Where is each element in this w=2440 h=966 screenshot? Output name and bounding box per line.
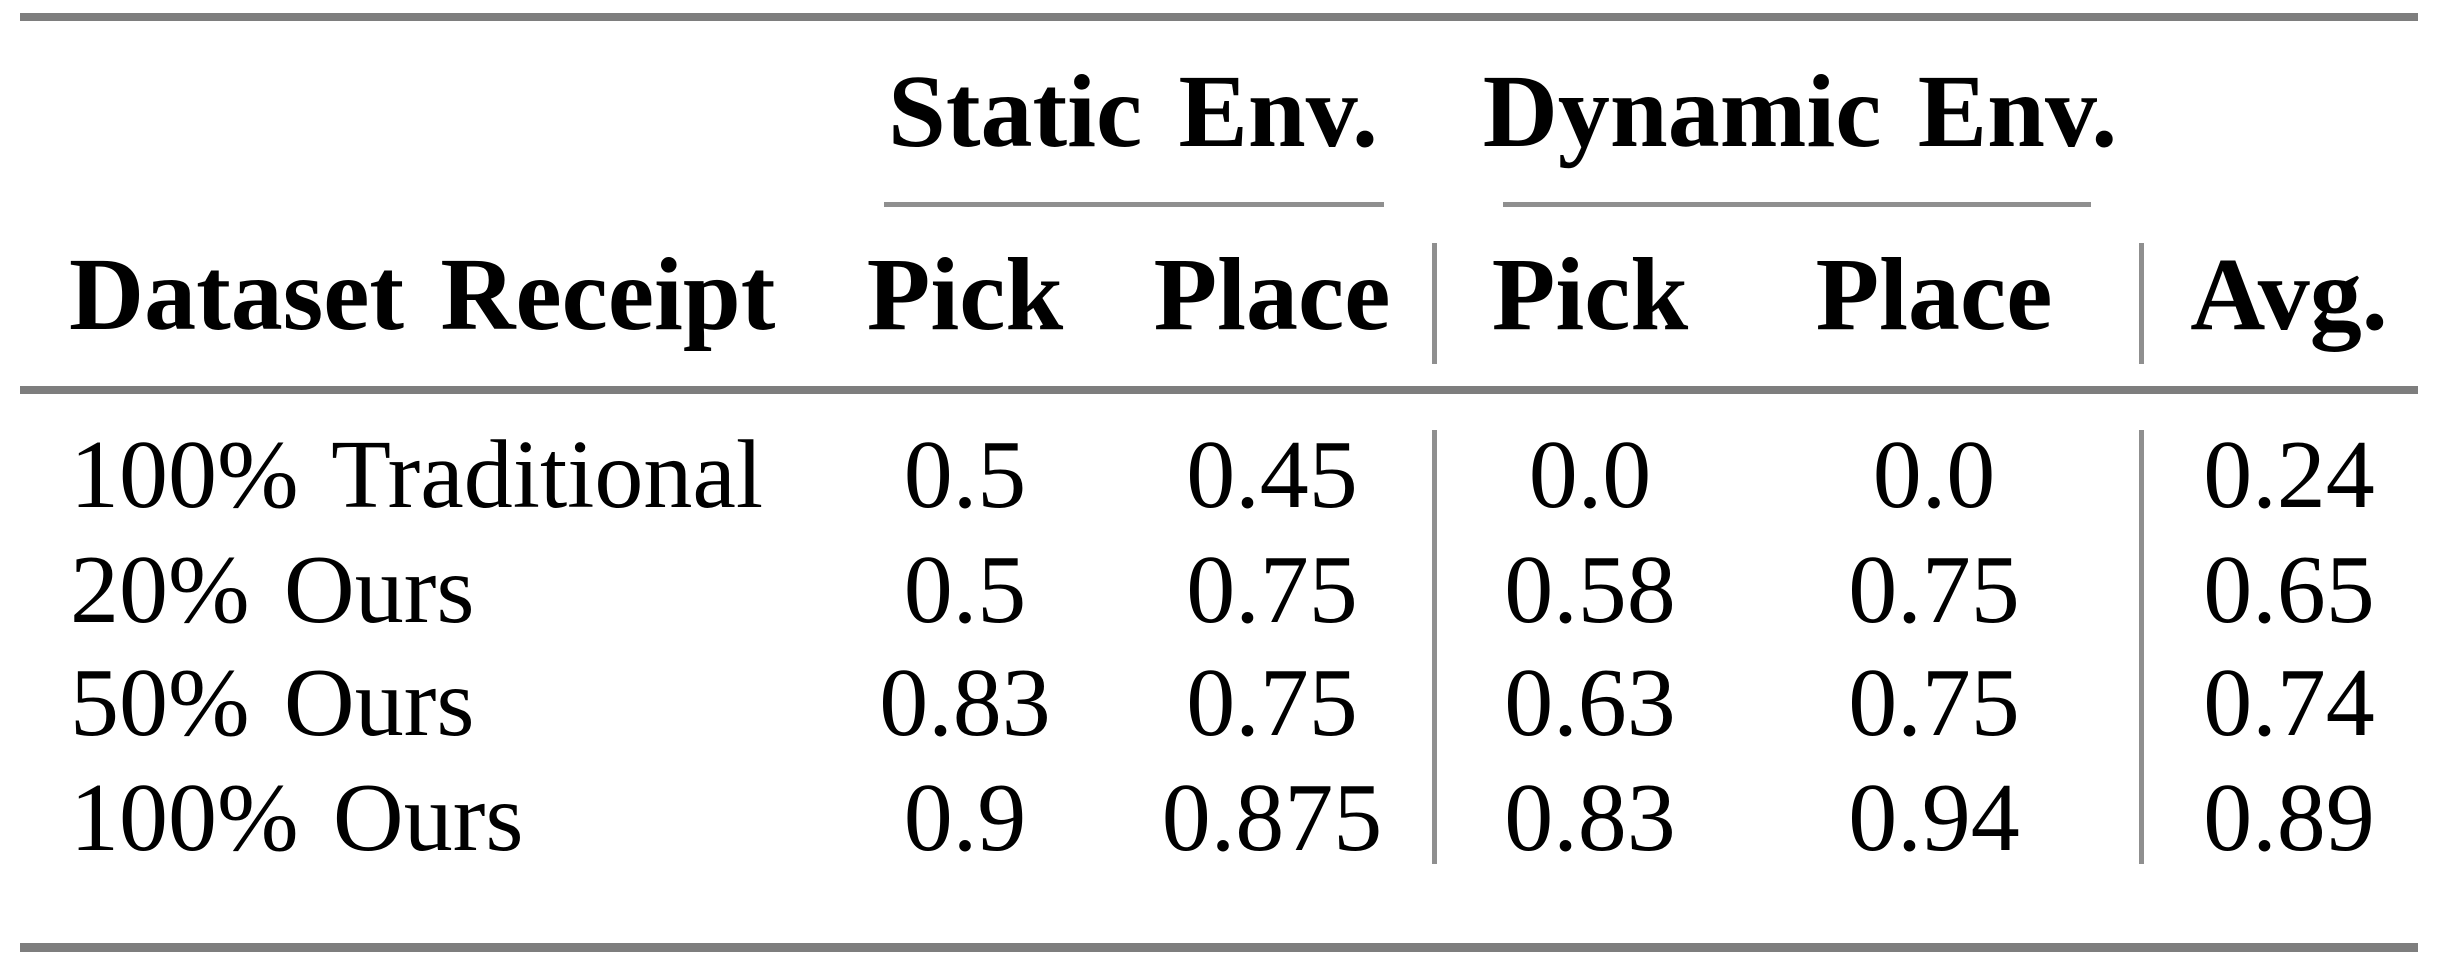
cell-static-place: 0.45 — [1186, 421, 1358, 529]
divider-avg-body — [2139, 430, 2144, 864]
static-env-group-label: Static Env. — [887, 54, 1379, 169]
divider-avg-header — [2139, 243, 2144, 364]
cell-avg: 0.74 — [2203, 649, 2375, 757]
cell-dynamic-pick: 0.0 — [1528, 421, 1652, 529]
cell-dynamic-place: 0.75 — [1848, 536, 2020, 644]
col-header-dynamic-pick: Pick — [1491, 237, 1689, 352]
row-label: 100% Ours — [70, 764, 524, 872]
mid-rule — [20, 386, 2418, 394]
cell-dynamic-pick: 0.58 — [1504, 536, 1676, 644]
cell-static-pick: 0.5 — [903, 421, 1027, 529]
bottom-rule — [20, 943, 2418, 952]
cell-avg: 0.89 — [2203, 764, 2375, 872]
cell-dynamic-place: 0.94 — [1848, 764, 2020, 872]
cell-avg: 0.24 — [2203, 421, 2375, 529]
cell-dynamic-pick: 0.63 — [1504, 649, 1676, 757]
cell-static-place: 0.75 — [1186, 536, 1358, 644]
divider-static-dynamic-header — [1432, 243, 1437, 364]
top-rule — [20, 13, 2418, 21]
cell-avg: 0.65 — [2203, 536, 2375, 644]
cell-dynamic-pick: 0.83 — [1504, 764, 1676, 872]
row-label: 20% Ours — [70, 536, 475, 644]
dynamic-env-underline — [1503, 202, 2091, 207]
cell-static-place: 0.875 — [1161, 764, 1383, 872]
cell-static-pick: 0.9 — [903, 764, 1027, 872]
col-header-static-place: Place — [1153, 237, 1391, 352]
row-label: 50% Ours — [70, 649, 475, 757]
cell-static-pick: 0.5 — [903, 536, 1027, 644]
col-header-dynamic-place: Place — [1815, 237, 2053, 352]
row-label: 100% Traditional — [70, 421, 764, 529]
col-header-avg: Avg. — [2190, 237, 2388, 352]
col-header-dataset: Dataset Receipt — [69, 237, 776, 352]
cell-static-place: 0.75 — [1186, 649, 1358, 757]
cell-dynamic-place: 0.75 — [1848, 649, 2020, 757]
dynamic-env-group-label: Dynamic Env. — [1482, 54, 2118, 169]
divider-static-dynamic-body — [1432, 430, 1437, 864]
col-header-static-pick: Pick — [866, 237, 1064, 352]
static-env-underline — [884, 202, 1384, 207]
cell-static-pick: 0.83 — [879, 649, 1051, 757]
cell-dynamic-place: 0.0 — [1872, 421, 1996, 529]
